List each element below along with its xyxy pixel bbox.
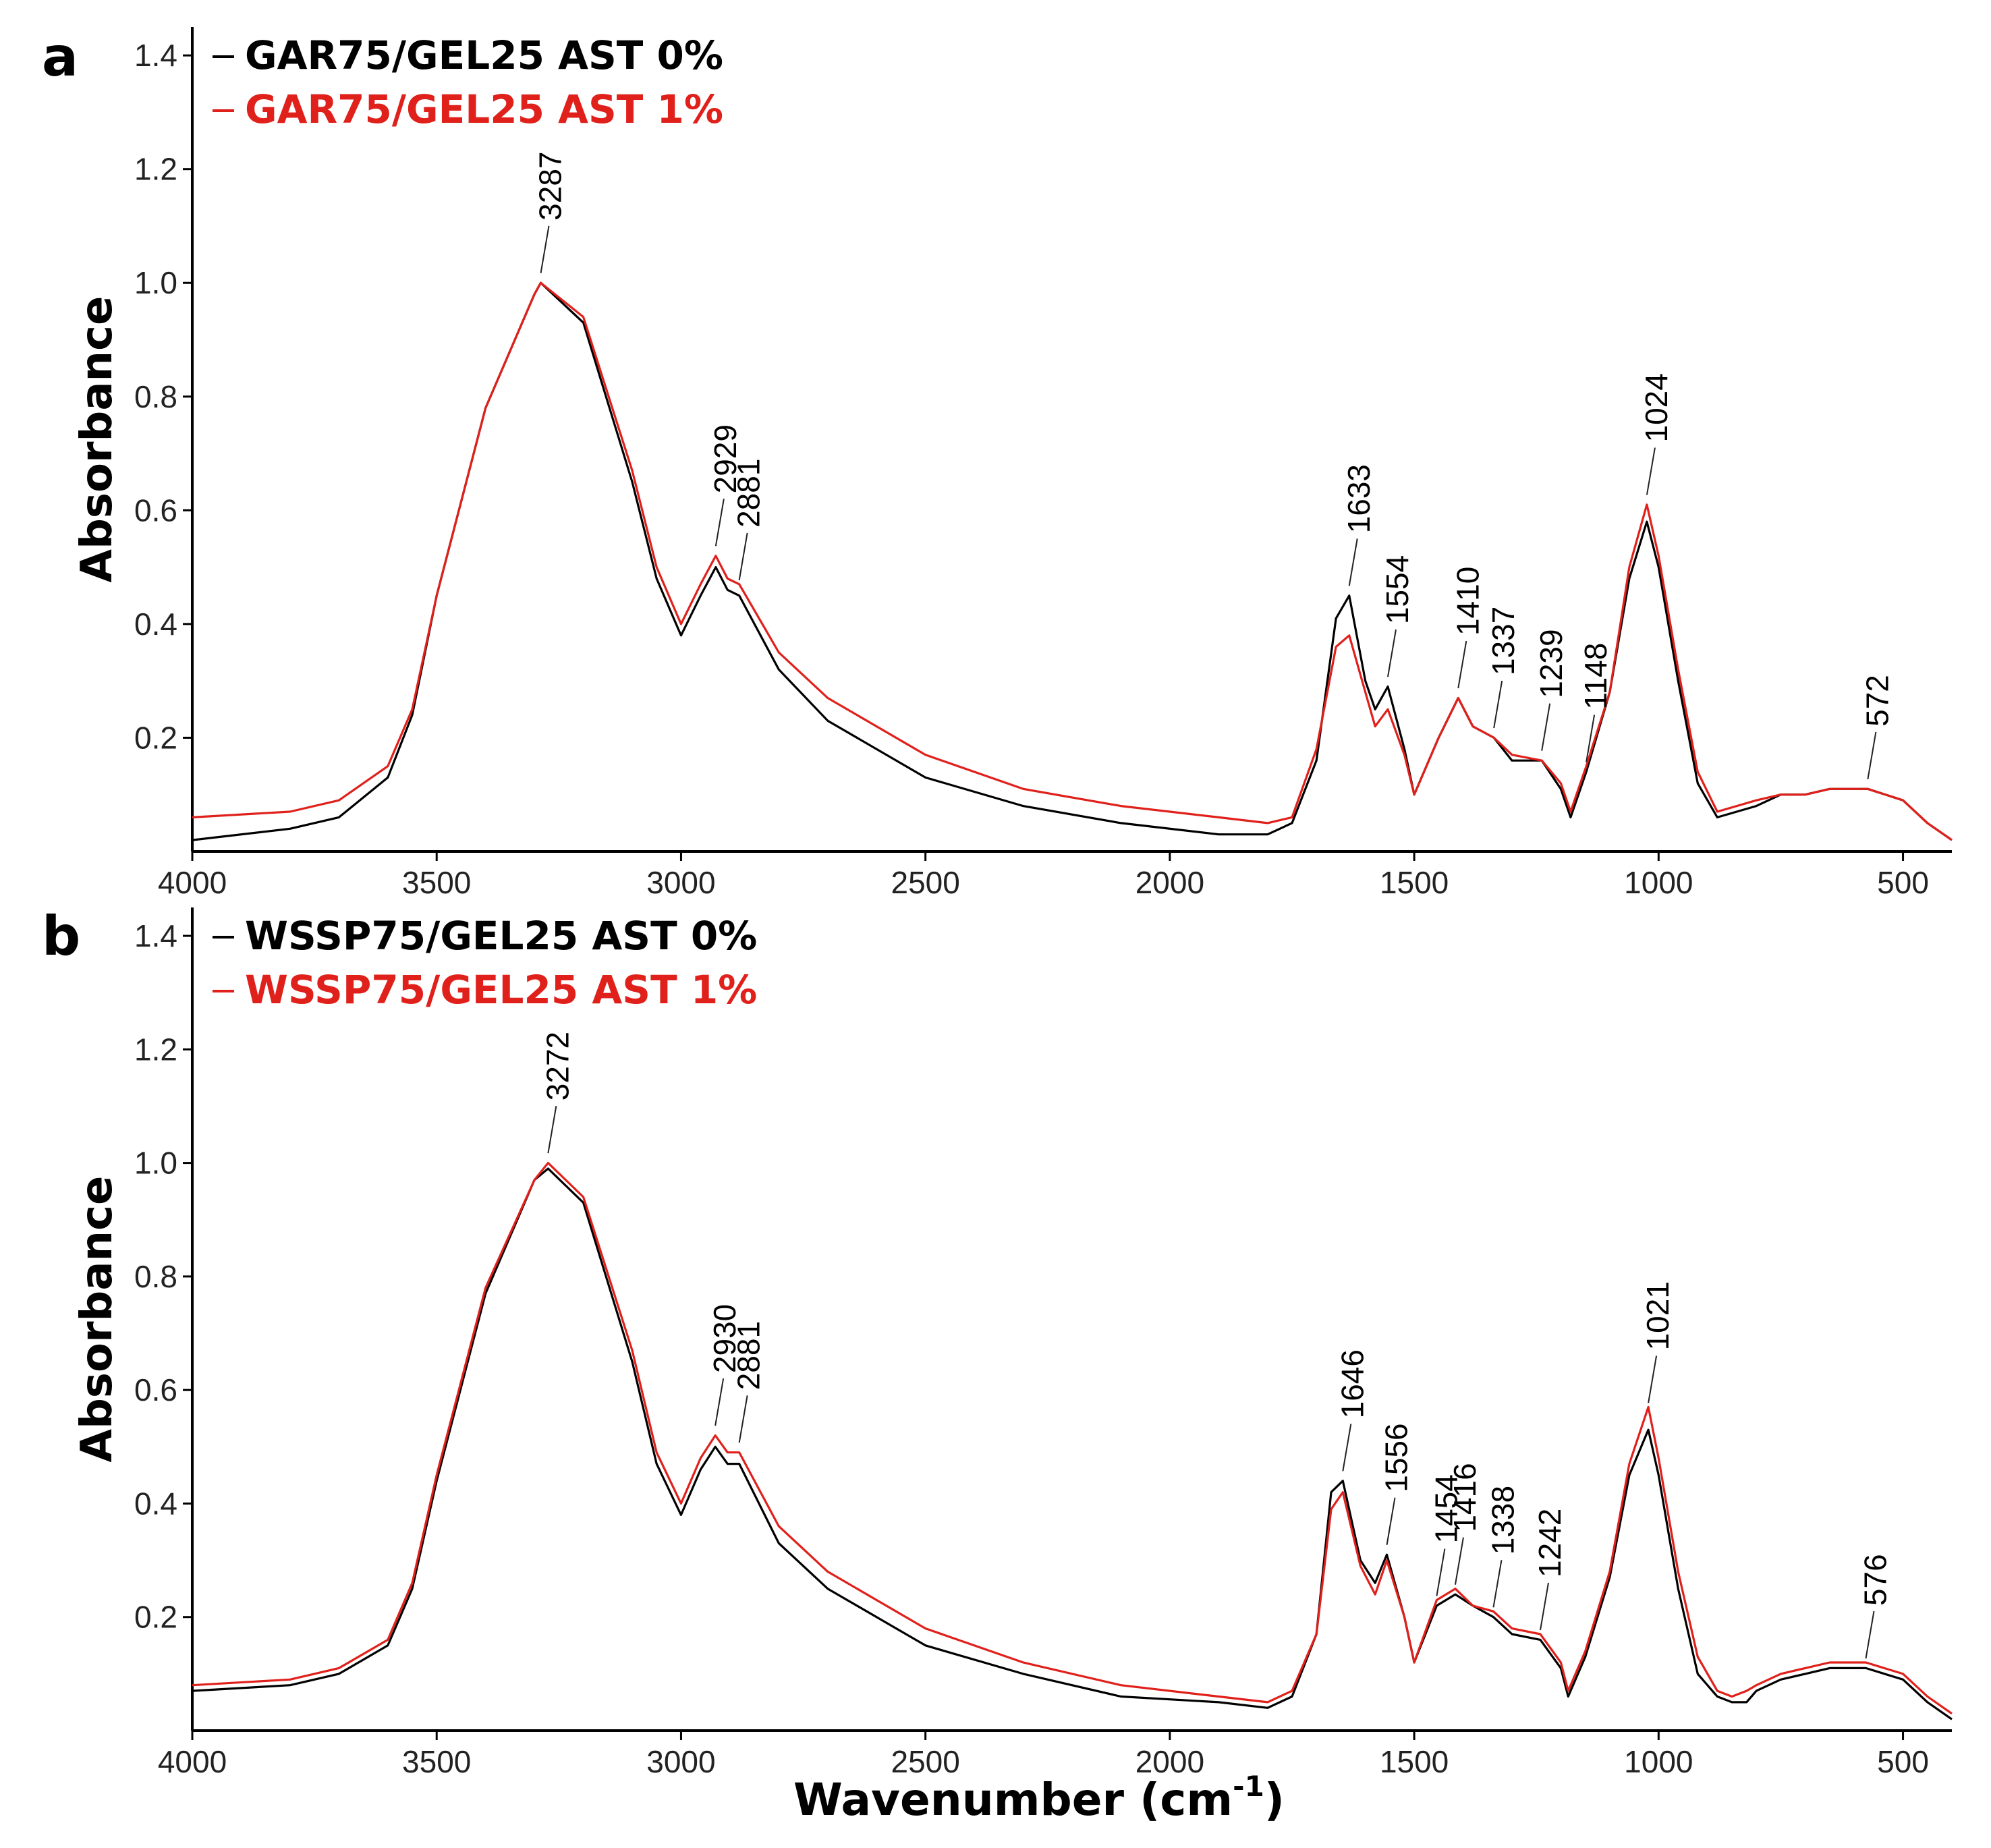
peak-label: 3272 (540, 1032, 575, 1100)
y-tick-label: 1.0 (134, 1146, 177, 1181)
x-axis-label-main: Wavenumber (cm (793, 1774, 1233, 1826)
y-tick-label: 0.4 (134, 607, 177, 642)
y-tick-label: 0.4 (134, 1486, 177, 1521)
peak-label: 1410 (1450, 567, 1485, 636)
peak-leader (1865, 1611, 1875, 1659)
peak-label: 576 (1857, 1554, 1892, 1606)
y-tick-label: 0.8 (134, 1259, 177, 1294)
peak-label: 2881 (731, 459, 766, 528)
peak-leader (1348, 538, 1358, 586)
x-tick-label: 500 (1877, 865, 1929, 900)
x-axis-label-end: ) (1264, 1774, 1285, 1826)
x-tick-label: 3500 (402, 865, 471, 900)
peak-label: 1024 (1639, 373, 1674, 442)
y-tick-label: 0.8 (134, 379, 177, 414)
peak-leader (540, 225, 550, 273)
y-axis-label: Absorbance (72, 296, 122, 583)
x-tick-label: 500 (1877, 1744, 1929, 1779)
peak-leader (1646, 447, 1656, 495)
peak-label: 1242 (1532, 1509, 1567, 1577)
x-tick-label: 4000 (158, 1744, 227, 1779)
peak-leader (1342, 1424, 1352, 1472)
peak-label: 1148 (1578, 643, 1613, 710)
y-tick-label: 0.2 (134, 720, 177, 755)
peak-leader (1648, 1355, 1658, 1403)
legend-label: WSSP75/GEL25 AST 0% (245, 913, 757, 959)
x-tick-label: 2500 (891, 1744, 959, 1779)
y-tick-label: 1.2 (134, 1032, 177, 1067)
series-line-ast-0 (192, 281, 1953, 841)
x-tick-label: 2000 (1135, 865, 1204, 900)
peak-label: 3287 (533, 151, 568, 220)
peak-leader (714, 499, 725, 547)
x-axis-label-superscript: -1 (1233, 1770, 1264, 1803)
x-tick-label: 1000 (1624, 1744, 1693, 1779)
x-tick-label: 3000 (646, 1744, 715, 1779)
x-tick-label: 3500 (402, 1744, 471, 1779)
legend-label: GAR75/GEL25 AST 1% (245, 86, 723, 132)
series-line-ast-1 (192, 281, 1953, 841)
panel-b: b 0.2 0.4 0.6 0.8 1.0 1.2 1.4 4000 3500 3000 2500 20… (42, 905, 1953, 1779)
panel-letter-a: a (42, 26, 78, 88)
y-tick-label: 1.2 (134, 152, 177, 187)
peak-leader (1386, 1497, 1396, 1545)
y-tick-label: 0.2 (134, 1600, 177, 1635)
peak-leader (714, 1378, 725, 1426)
peak-leader (738, 1395, 748, 1443)
peak-label: 1338 (1485, 1486, 1520, 1555)
panel-letter-b: b (42, 905, 80, 968)
peak-leader (547, 1106, 557, 1154)
peak-leader (1586, 715, 1596, 762)
peak-label: 572 (1859, 675, 1895, 727)
legend-label: WSSP75/GEL25 AST 1% (245, 967, 757, 1013)
peak-leader (1540, 1582, 1550, 1631)
y-tick-label: 1.4 (134, 38, 177, 73)
x-tick-label: 1500 (1380, 1744, 1449, 1779)
peak-label: 1239 (1534, 629, 1569, 698)
legend-label: GAR75/GEL25 AST 0% (245, 32, 723, 78)
peak-label: 1646 (1335, 1349, 1370, 1418)
peak-leader (1387, 629, 1397, 677)
x-tick-label: 1000 (1624, 865, 1693, 900)
peak-label: 2929 (708, 424, 743, 493)
peak-leader (1454, 1537, 1464, 1585)
y-tick-label: 1.4 (134, 918, 177, 953)
x-tick-label: 1500 (1380, 865, 1449, 900)
peak-label: 2930 (707, 1304, 742, 1373)
y-tick-label: 0.6 (134, 1372, 177, 1407)
peak-label: 1337 (1486, 607, 1521, 675)
x-tick-label: 2500 (891, 865, 959, 900)
x-tick-label: 2000 (1135, 1744, 1204, 1779)
panel-a: a 0.2 0.4 0.6 0.8 1.0 1.2 1.4 4000 3500 3000 2500 20… (42, 26, 1953, 900)
peak-label: 1633 (1341, 464, 1376, 533)
x-tick-label: 3000 (646, 865, 715, 900)
x-axis-label: Wavenumber (cm-1) (793, 1770, 1285, 1826)
series-line-ast-0 (192, 1167, 1953, 1720)
peak-label: 1554 (1380, 555, 1415, 624)
y-tick-label: 1.0 (134, 265, 177, 300)
peak-leader (1493, 680, 1503, 729)
peak-leader (738, 532, 748, 581)
peak-leader (1457, 640, 1467, 689)
y-axis-label: Absorbance (72, 1176, 122, 1463)
peak-leader (1492, 1560, 1503, 1608)
peak-label: 1416 (1447, 1463, 1482, 1532)
series-line-ast-1 (192, 1161, 1953, 1715)
peak-label: 1556 (1379, 1423, 1414, 1492)
peak-leader (1867, 731, 1877, 780)
peak-leader (1436, 1548, 1446, 1596)
peak-label: 2881 (731, 1321, 766, 1390)
peak-label: 1021 (1640, 1281, 1675, 1350)
peak-leader (1541, 703, 1551, 751)
x-tick-label: 4000 (158, 865, 227, 900)
peak-label: 1454 (1428, 1474, 1463, 1543)
y-tick-label: 0.6 (134, 493, 177, 528)
